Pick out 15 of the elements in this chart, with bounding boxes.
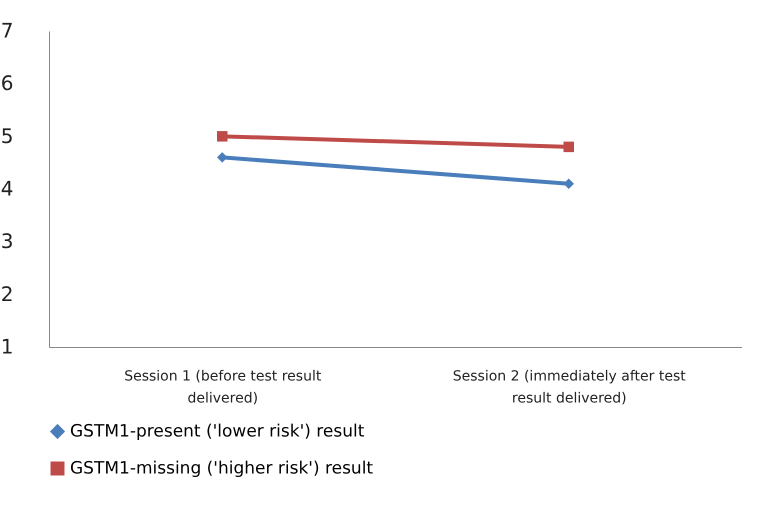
y-tick-label: 7 [0, 18, 14, 42]
y-tick-label: 5 [0, 124, 14, 148]
x-tick-label: Session 2 (immediately after test result delivered) [452, 368, 686, 406]
y-tick-label: 1 [0, 334, 14, 358]
x-tick-label: Session 1 (before test result delivered) [124, 368, 322, 406]
y-tick-label: 4 [0, 176, 14, 200]
point [217, 131, 228, 142]
y-tick-label: 3 [0, 229, 14, 254]
y-tick-label: 2 [0, 282, 14, 306]
point [564, 142, 574, 152]
legend-label: GSTM1-missing ('higher risk') result [70, 458, 374, 478]
point [217, 152, 228, 163]
point [564, 178, 574, 189]
y-tick-label: 6 [0, 71, 14, 96]
legend-label: GSTM1-present ('lower risk') result [70, 422, 365, 442]
